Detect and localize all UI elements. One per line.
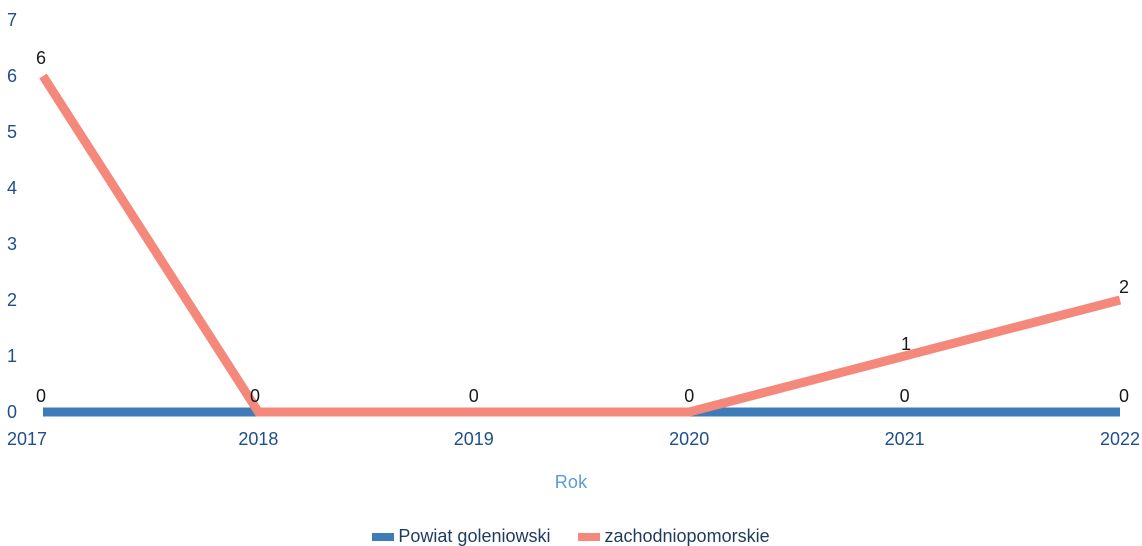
y-tick-label: 4 xyxy=(7,178,17,198)
x-axis-title: Rok xyxy=(554,472,588,492)
legend-item-zachodniopomorskie: zachodniopomorskie xyxy=(578,526,770,546)
y-tick-label: 5 xyxy=(7,122,17,142)
y-tick-label: 1 xyxy=(7,346,17,366)
data-label: 0 xyxy=(684,386,694,406)
y-axis-ticks: 0 1 2 3 4 5 6 7 xyxy=(7,10,17,422)
data-label: 0 xyxy=(1119,386,1129,406)
data-label: 6 xyxy=(36,48,46,68)
data-labels: 6 0 0 0 0 1 0 2 0 xyxy=(36,48,1129,406)
legend-swatch-powiat-goleniowski xyxy=(372,532,395,541)
x-tick-label: 2019 xyxy=(454,429,494,449)
legend-swatch-zachodniopomorskie xyxy=(578,532,601,541)
x-tick-label: 2020 xyxy=(669,429,709,449)
y-tick-label: 0 xyxy=(7,402,17,422)
data-label: 0 xyxy=(469,386,479,406)
x-tick-label: 2022 xyxy=(1100,429,1140,449)
legend-item-powiat-goleniowski: Powiat goleniowski xyxy=(372,526,550,546)
data-label: 2 xyxy=(1119,277,1129,297)
x-axis-ticks: 2017 2018 2019 2020 2021 2022 xyxy=(7,429,1140,449)
x-tick-label: 2017 xyxy=(7,429,47,449)
legend-label-zachodniopomorskie: zachodniopomorskie xyxy=(604,526,770,546)
legend: Powiat goleniowski zachodniopomorskie xyxy=(0,526,1142,546)
y-tick-label: 3 xyxy=(7,234,17,254)
y-tick-label: 2 xyxy=(7,290,17,310)
data-label: 0 xyxy=(900,386,910,406)
y-tick-label: 7 xyxy=(7,10,17,30)
series-lines xyxy=(39,73,1122,417)
data-label: 0 xyxy=(250,386,260,406)
legend-label-powiat-goleniowski: Powiat goleniowski xyxy=(398,526,551,546)
data-label: 1 xyxy=(901,334,911,354)
series-line-zachodniopomorskie xyxy=(39,73,1122,417)
data-label: 0 xyxy=(36,386,46,406)
x-tick-label: 2021 xyxy=(885,429,925,449)
x-tick-label: 2018 xyxy=(238,429,278,449)
y-tick-label: 6 xyxy=(7,66,17,86)
